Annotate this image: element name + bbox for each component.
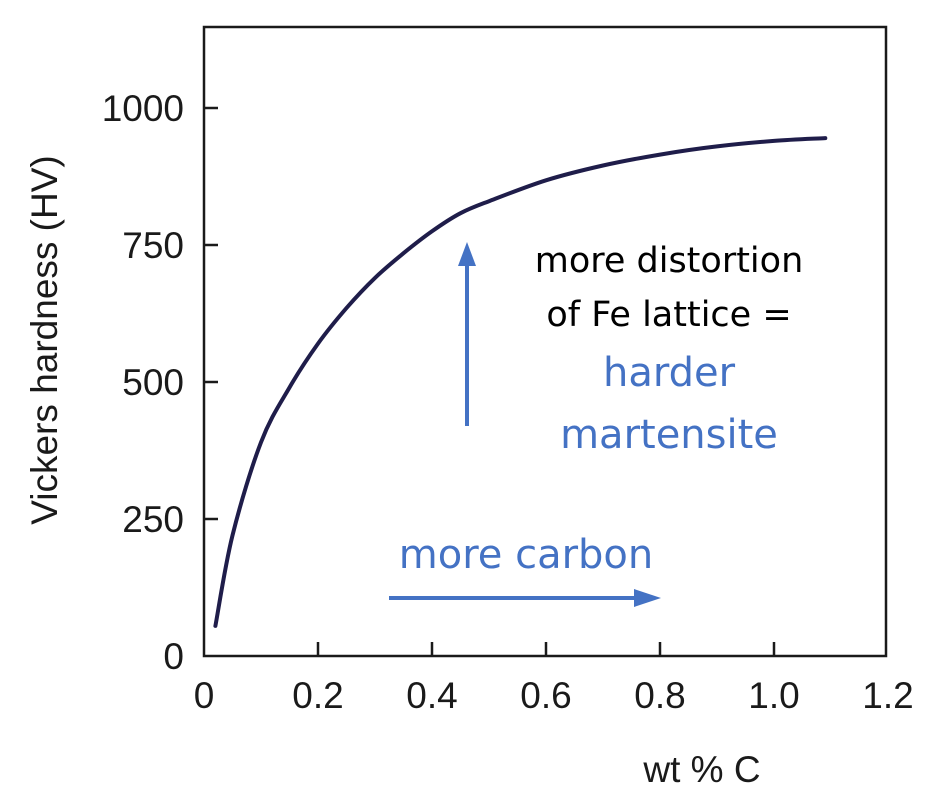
y-tick-label: 750 bbox=[122, 225, 184, 266]
x-tick-label: 1.2 bbox=[862, 675, 913, 716]
annotation-harder-line2: martensite bbox=[560, 412, 778, 458]
x-axis-ticks bbox=[316, 642, 776, 656]
y-tick-label: 250 bbox=[122, 499, 184, 540]
x-tick-label: 0.4 bbox=[406, 675, 457, 716]
x-axis-title: wt % C bbox=[642, 749, 760, 790]
y-tick-label: 500 bbox=[122, 362, 184, 403]
hardness-curve bbox=[213, 136, 828, 628]
annotation-distortion-line2: of Fe lattice = bbox=[546, 295, 791, 335]
x-tick-label: 0 bbox=[194, 675, 215, 716]
y-axis-tick-labels: 0 250 500 750 1000 bbox=[102, 88, 184, 677]
distortion-arrow-head bbox=[458, 242, 476, 266]
carbon-arrow-head bbox=[634, 589, 661, 607]
x-tick-label: 0.6 bbox=[520, 675, 571, 716]
x-tick-label: 0.2 bbox=[292, 675, 343, 716]
x-tick-label: 1.0 bbox=[748, 675, 799, 716]
y-axis-ticks bbox=[204, 106, 218, 521]
y-axis-title: Vickers hardness (HV) bbox=[24, 155, 65, 524]
y-tick-label: 1000 bbox=[102, 88, 184, 129]
y-tick-label: 0 bbox=[163, 636, 184, 677]
x-tick-label: 0.8 bbox=[634, 675, 685, 716]
x-axis-tick-labels: 0 0.2 0.4 0.6 0.8 1.0 1.2 bbox=[194, 675, 914, 716]
annotation-more-carbon: more carbon bbox=[399, 532, 654, 578]
annotation-harder-line1: harder bbox=[603, 350, 736, 396]
annotation-distortion-line1: more distortion bbox=[535, 241, 804, 281]
